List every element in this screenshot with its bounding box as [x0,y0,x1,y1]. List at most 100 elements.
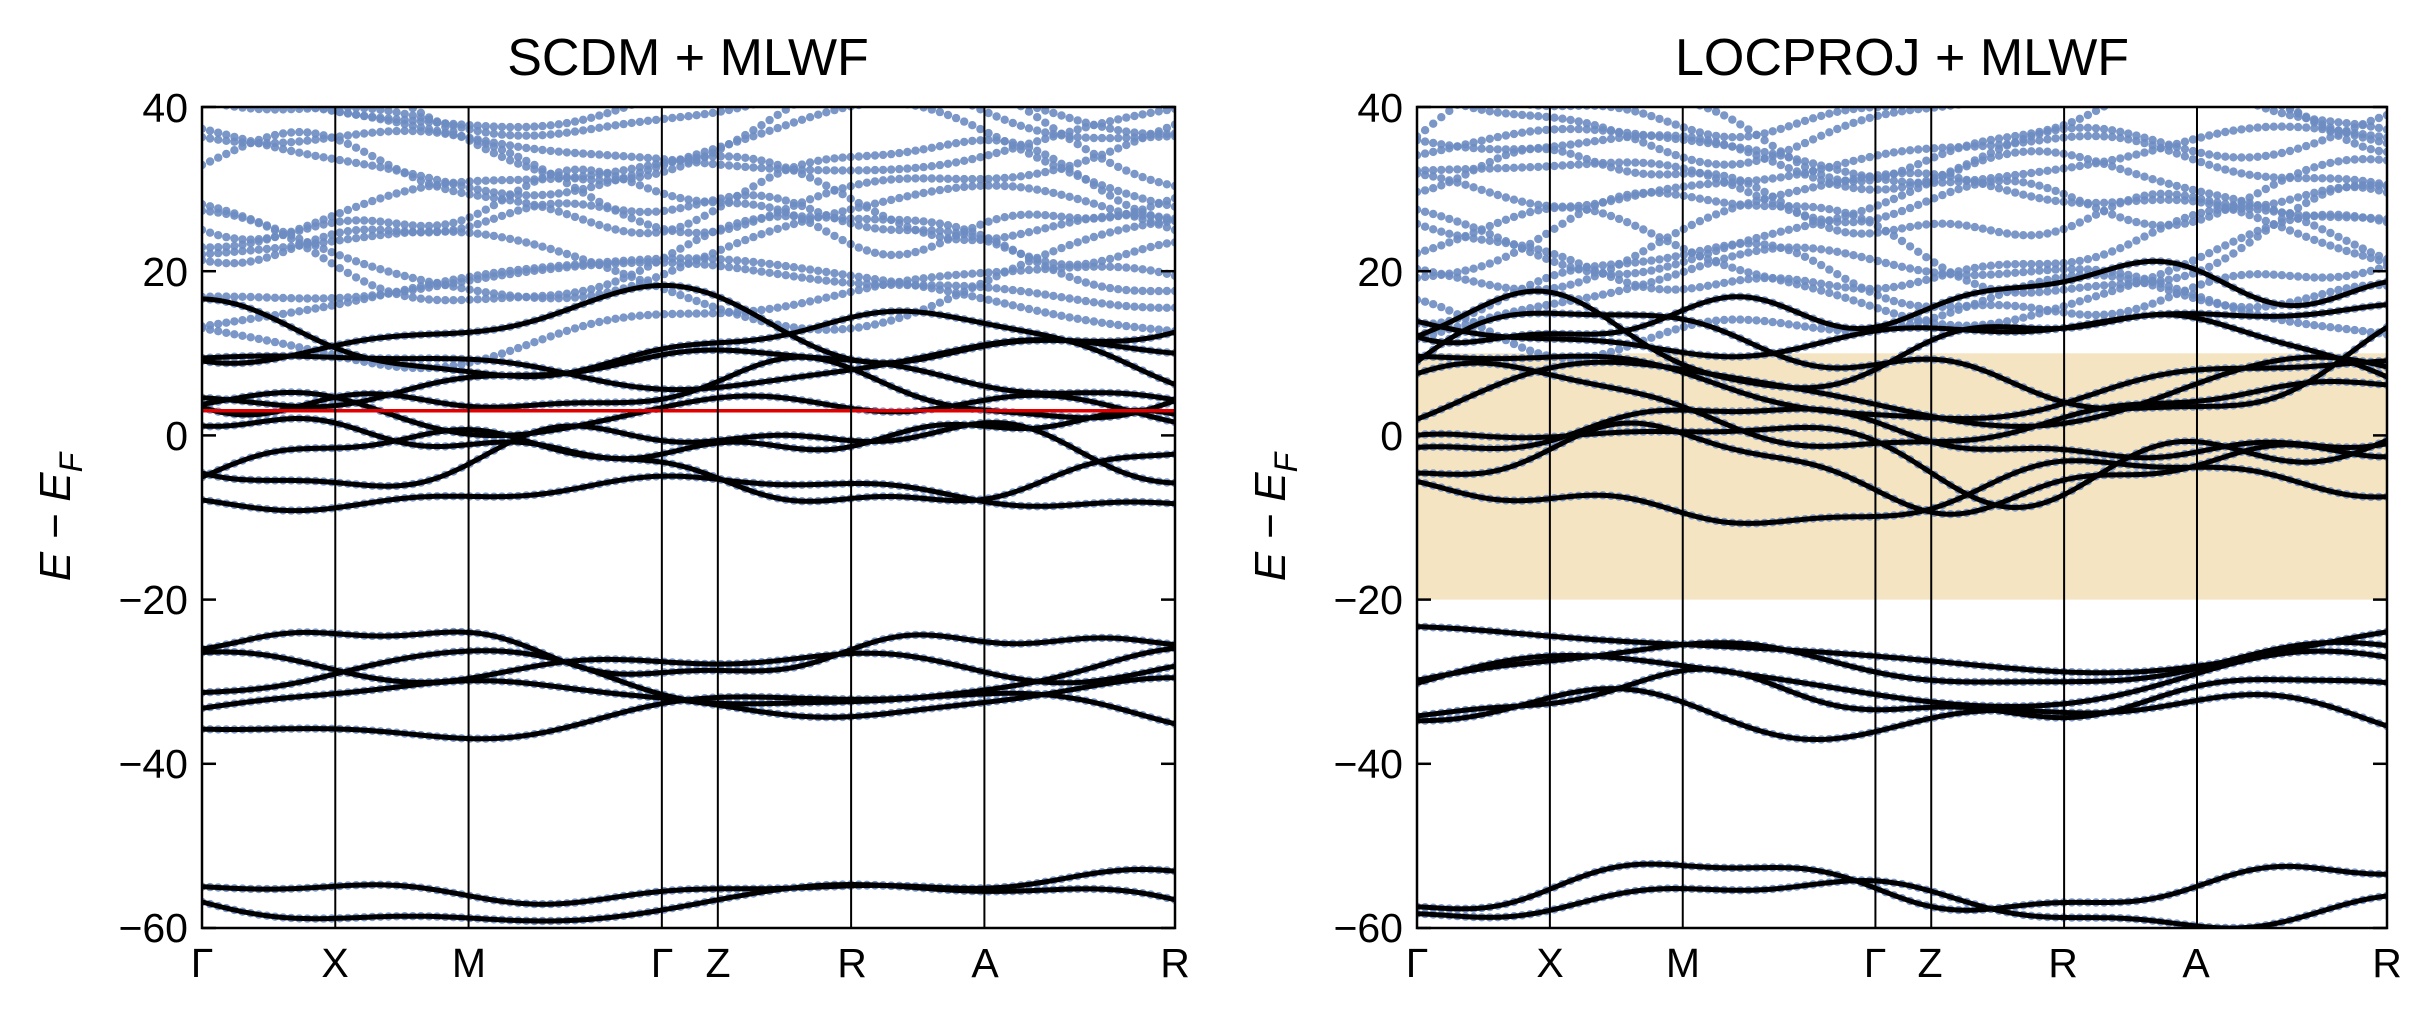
dft-band-point [627,152,636,161]
dft-band-point [870,151,880,160]
dft-band-point [781,222,790,231]
dft-band-point [870,165,880,175]
dft-band-point [943,227,953,236]
dft-band-point [773,164,782,174]
dft-band-point [733,263,742,273]
dft-band-point [295,148,304,157]
dft-band-point [741,187,750,196]
dft-band-point [432,182,442,191]
dft-band-point [919,145,928,154]
dft-band-point [562,188,572,197]
dft-band-point [798,95,806,103]
dft-band-point [384,287,393,296]
dft-band-point [805,218,815,228]
dft-band-point [943,294,953,304]
dft-band-point [1105,124,1115,133]
dft-band-point [278,230,288,239]
dft-band-point [765,227,774,236]
dft-band-point [951,113,961,123]
dft-band-point [295,343,304,352]
dft-band-point [1049,291,1058,301]
dft-band-point [1065,168,1074,177]
dft-band-point [862,223,872,232]
dft-band-point [1049,161,1058,170]
dft-band-point [368,281,377,290]
dft-band-point [1154,286,1164,296]
dft-band-point [684,112,693,121]
wannier-band-line [202,407,1175,462]
dft-band-point [952,94,960,102]
dft-band-point [287,107,296,114]
dft-band-point [327,212,336,221]
dft-band-point [765,173,774,182]
dft-band-point [1008,144,1017,153]
dft-band-point [222,87,230,95]
dft-band-point [805,297,815,306]
dft-band-point [1146,129,1155,139]
dft-band-point [489,289,499,298]
dft-band-point [360,232,369,242]
dft-band-point [416,284,426,293]
dft-band-point [230,259,239,268]
dft-band-point [887,175,896,184]
dft-band-point [668,266,677,275]
dft-band-point [295,137,304,146]
dft-band-point [1138,172,1147,182]
dft-band-point [692,256,701,265]
dft-band-point [1122,301,1131,311]
dft-band-point [635,153,645,162]
dft-band-point [497,176,507,185]
dft-band-point [489,272,499,281]
dft-band-point [489,129,499,138]
x-tick-label: R [2372,940,2402,986]
dft-band-point [708,207,717,216]
dft-band-point [878,211,888,221]
dft-band-point [960,98,968,106]
dft-band-point [838,207,847,216]
dft-band-point [538,190,547,200]
dft-band-point [1008,231,1017,240]
dft-band-point [400,187,409,196]
dft-band-point [238,212,247,221]
dft-band-point [668,258,677,267]
dft-band-point [416,275,426,285]
dft-band-point [643,207,653,217]
dft-band-point [643,310,653,320]
dft-band-point [1033,255,1042,264]
dft-band-point [992,272,1001,281]
dft-band-point [1162,303,1172,312]
dft-band-point [1097,202,1107,211]
y-tick-label: 20 [142,249,188,295]
dft-band-point [570,324,580,333]
dft-band-point [416,228,426,237]
dft-band-point [797,299,807,308]
dft-band-point [222,242,231,251]
dft-band-point [473,286,482,296]
dft-band-point [1122,166,1131,175]
dft-band-point [327,237,336,246]
dft-band-point [230,146,239,155]
dft-band-point [976,88,984,96]
dft-band-point [838,278,847,287]
dft-band-point [903,164,912,173]
dft-band-point [238,258,247,267]
dft-band-point [1089,213,1099,223]
dft-band-point [384,164,393,173]
dft-band-point [651,163,661,172]
dft-band-point [392,269,401,279]
dft-band-point [724,242,734,251]
dft-band-point [765,115,774,125]
dft-band-point [984,276,993,285]
dft-band-point [546,169,555,179]
dft-band-point [943,271,953,280]
dft-band-point [230,97,238,105]
dft-band-point [936,87,944,95]
dft-band-point [343,293,353,302]
dft-band-point [814,110,823,119]
dft-band-point [668,287,677,297]
dft-band-point [262,253,272,262]
dft-band-point [432,175,442,185]
dft-band-point [636,98,644,106]
dft-band-point [635,117,645,127]
dft-band-point [457,216,466,225]
